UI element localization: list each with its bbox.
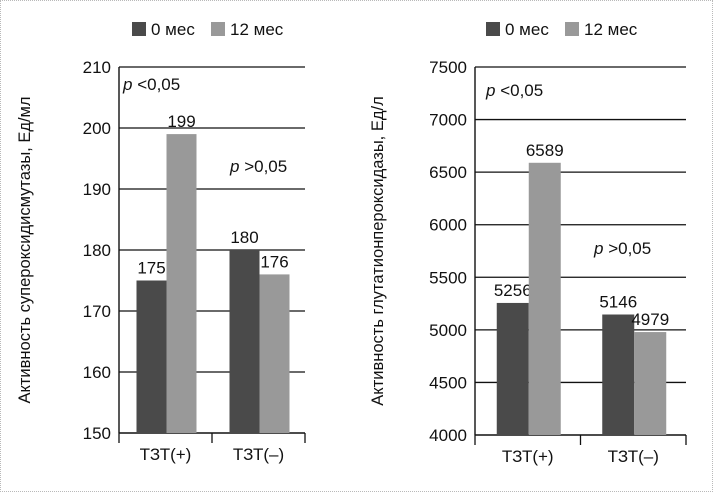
y-tick-label: 6000: [429, 216, 467, 235]
p-symbol: p: [593, 239, 603, 258]
p-value: >0,05: [239, 157, 287, 176]
legend: 0 мес 12 мес: [486, 20, 638, 39]
data-label: 180: [230, 228, 258, 247]
y-tick-label: 7500: [429, 58, 467, 77]
legend-swatch: [132, 22, 146, 36]
y-tick-label: 190: [83, 180, 111, 199]
y-tick-label: 5500: [429, 268, 467, 287]
y-tick-label: 5000: [429, 321, 467, 340]
y-tick-label: 6500: [429, 163, 467, 182]
data-label: 199: [167, 112, 195, 131]
legend-swatch: [211, 22, 225, 36]
bar-0mes: [136, 280, 167, 433]
significance-annotation: p >0,05: [593, 239, 651, 258]
bar-0mes: [496, 302, 529, 435]
x-category-label: ТЗТ(+): [140, 445, 192, 464]
bar-12mes: [259, 274, 290, 433]
y-tick-label: 210: [83, 58, 111, 77]
y-tick-label: 200: [83, 119, 111, 138]
y-tick-label: 170: [83, 302, 111, 321]
p-symbol: p: [485, 81, 495, 100]
y-tick-label: 180: [83, 241, 111, 260]
p-symbol: p: [229, 157, 239, 176]
data-label: 6589: [526, 141, 564, 160]
data-label: 4979: [631, 310, 669, 329]
legend-label: 0 мес: [505, 20, 549, 39]
legend-label: 12 мес: [584, 20, 638, 39]
bar-12mes: [528, 162, 561, 435]
data-label: 175: [137, 259, 165, 278]
p-value: >0,05: [603, 239, 651, 258]
p-value: <0,05: [495, 81, 543, 100]
x-category-label: ТЗТ(–): [608, 447, 659, 466]
legend-label: 0 мес: [151, 20, 195, 39]
bar-0mes: [229, 250, 260, 433]
legend-swatch: [565, 22, 579, 36]
x-category-label: ТЗТ(–): [233, 445, 284, 464]
legend: 0 мес 12 мес: [132, 20, 284, 39]
significance-annotation: p <0,05: [485, 81, 543, 100]
data-label: 5146: [599, 293, 637, 312]
y-axis-title: Активность глутатионпероксидазы, Ед/л: [369, 96, 387, 405]
y-tick-label: 150: [83, 424, 111, 443]
y-tick-label: 160: [83, 363, 111, 382]
y-tick-label: 7000: [429, 111, 467, 130]
significance-annotation: p >0,05: [229, 157, 287, 176]
y-axis-title: Активность супероксидисмутазы, Ед/мл: [16, 96, 34, 403]
x-category-label: ТЗТ(+): [502, 447, 554, 466]
data-label: 5256: [494, 281, 532, 300]
significance-annotation: p <0,05: [122, 75, 180, 94]
legend-label: 12 мес: [230, 20, 284, 39]
p-symbol: p: [122, 75, 132, 94]
y-tick-label: 4500: [429, 373, 467, 392]
y-tick-label: 4000: [429, 426, 467, 445]
data-label: 176: [260, 252, 288, 271]
bar-12mes: [634, 332, 667, 435]
legend-swatch: [486, 22, 500, 36]
bar-12mes: [166, 134, 197, 433]
p-value: <0,05: [132, 75, 180, 94]
chart-2: 4000 4500 5000 5500 6000 6500 7000 7500 ТЗТ(+) ТЗ…: [369, 20, 687, 466]
bar-0mes: [602, 314, 635, 435]
